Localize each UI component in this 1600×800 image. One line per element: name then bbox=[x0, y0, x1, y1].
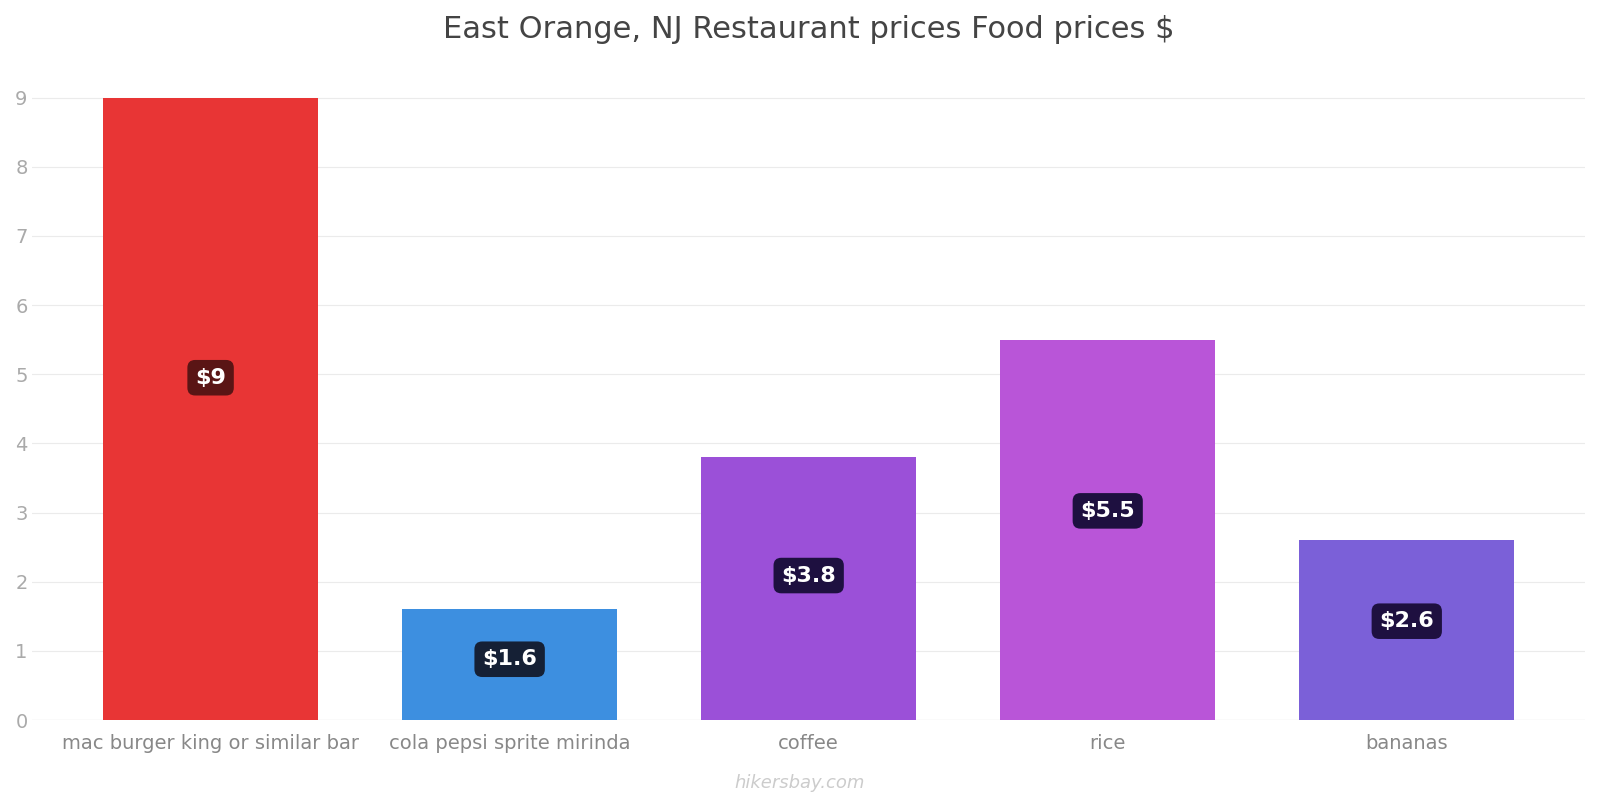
Bar bbox=[102, 98, 318, 720]
Text: $2.6: $2.6 bbox=[1379, 611, 1434, 631]
Text: $3.8: $3.8 bbox=[781, 566, 837, 586]
Bar bbox=[1000, 340, 1216, 720]
Text: hikersbay.com: hikersbay.com bbox=[734, 774, 866, 792]
Title: East Orange, NJ Restaurant prices Food prices $: East Orange, NJ Restaurant prices Food p… bbox=[443, 15, 1174, 44]
Text: $9: $9 bbox=[195, 368, 226, 388]
Bar bbox=[402, 610, 618, 720]
Bar bbox=[1299, 540, 1515, 720]
Text: $1.6: $1.6 bbox=[482, 650, 538, 670]
Bar bbox=[701, 458, 917, 720]
Text: $5.5: $5.5 bbox=[1080, 501, 1134, 521]
